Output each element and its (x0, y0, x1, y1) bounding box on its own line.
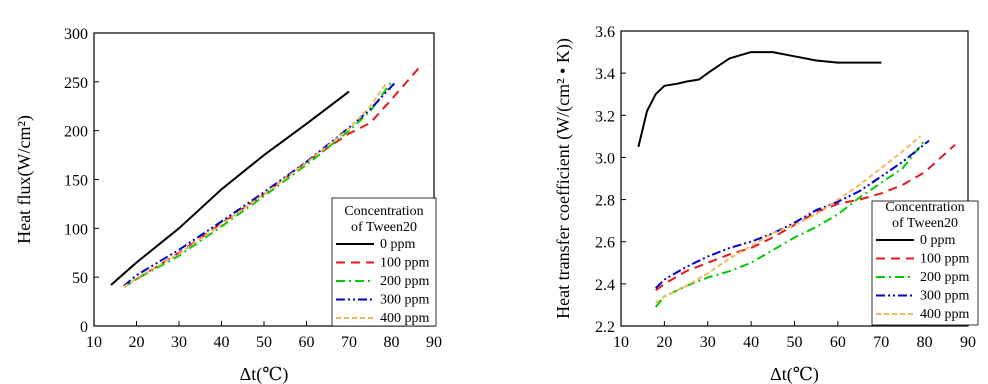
x-tick-label: 60 (830, 334, 846, 351)
series-line-400-ppm (655, 135, 921, 304)
x-tick-label: 80 (384, 334, 400, 351)
legend-item-label: 200 ppm (920, 270, 970, 285)
legend-title: Concentration (344, 204, 423, 219)
y-axis-label: Heat flux(W/cm²) (14, 115, 35, 244)
x-tick-label: 20 (656, 334, 672, 351)
y-tick-label: 150 (64, 173, 88, 190)
legend-title: Concentration (885, 200, 964, 215)
x-tick-label: 70 (873, 334, 889, 351)
y-tick-label: 3.6 (595, 24, 615, 41)
legend-item-label: 400 ppm (920, 307, 970, 322)
x-tick-label: 40 (743, 334, 759, 351)
y-tick-label: 200 (64, 124, 88, 141)
series-line-300-ppm (123, 81, 397, 287)
x-tick-label: 90 (426, 334, 442, 351)
y-tick-label: 3.0 (595, 150, 615, 167)
x-tick-label: 70 (341, 334, 357, 351)
y-tick-label: 100 (64, 221, 88, 238)
legend-box (871, 200, 979, 326)
legend-item-label: 100 ppm (380, 256, 430, 271)
x-tick-label: 10 (613, 334, 629, 351)
series-line-200-ppm (654, 139, 926, 308)
legend-box (331, 197, 437, 327)
legend-item-label: 0 ppm (380, 237, 416, 252)
legend-item-label: 100 ppm (920, 252, 970, 267)
x-tick-label: 50 (787, 334, 803, 351)
y-tick-label: 250 (64, 75, 88, 92)
legend-title: of Tween20 (351, 220, 417, 235)
series-line-0-ppm (637, 51, 882, 148)
x-tick-label: 60 (299, 334, 315, 351)
y-tick-label: 50 (72, 270, 88, 287)
series-line-0-ppm (110, 90, 350, 286)
x-axis-label: Δt(℃) (770, 364, 819, 384)
x-tick-label: 20 (129, 334, 145, 351)
x-tick-label: 30 (171, 334, 187, 351)
legend-item-label: 0 ppm (920, 233, 956, 248)
legend-item-label: 300 ppm (380, 293, 430, 308)
y-tick-label: 2.4 (595, 277, 615, 294)
series-line-200-ppm (123, 81, 393, 288)
y-tick-label: 2.8 (595, 193, 615, 210)
x-tick-label: 30 (700, 334, 716, 351)
x-tick-label: 90 (960, 334, 976, 351)
y-tick-label: 300 (64, 26, 88, 43)
series-line-400-ppm (123, 81, 389, 288)
legend-title: of Tween20 (892, 216, 958, 231)
y-axis-label: Heat transfer coefficient (W/(cm² • K)) (553, 38, 574, 319)
legend-item-label: 300 ppm (920, 289, 970, 304)
y-tick-label: 3.2 (595, 108, 615, 125)
chart-2: 10 20 30 40 50 60 70 80 90 2.2 2.4 2.6 2.8 3.0 3.2 3.4 3… (553, 24, 979, 384)
x-tick-label: 40 (214, 334, 230, 351)
x-tick-label: 10 (86, 334, 102, 351)
y-tick-label: 0 (80, 319, 88, 336)
legend-item-label: 400 ppm (380, 311, 430, 326)
series-line-100-ppm (655, 144, 956, 292)
legend-item-label: 200 ppm (380, 274, 430, 289)
chart-1: 10 20 30 40 50 60 70 80 90 0 50 100 150 200 250 300 Δt(℃… (14, 26, 442, 384)
x-tick-label: 80 (917, 334, 933, 351)
x-axis-label: Δt(℃) (240, 364, 289, 384)
x-tick-label: 50 (256, 334, 272, 351)
y-tick-label: 2.6 (595, 235, 615, 252)
y-tick-label: 3.4 (595, 66, 615, 83)
y-tick-label: 2.2 (595, 319, 615, 336)
series-line-300-ppm (655, 139, 930, 289)
